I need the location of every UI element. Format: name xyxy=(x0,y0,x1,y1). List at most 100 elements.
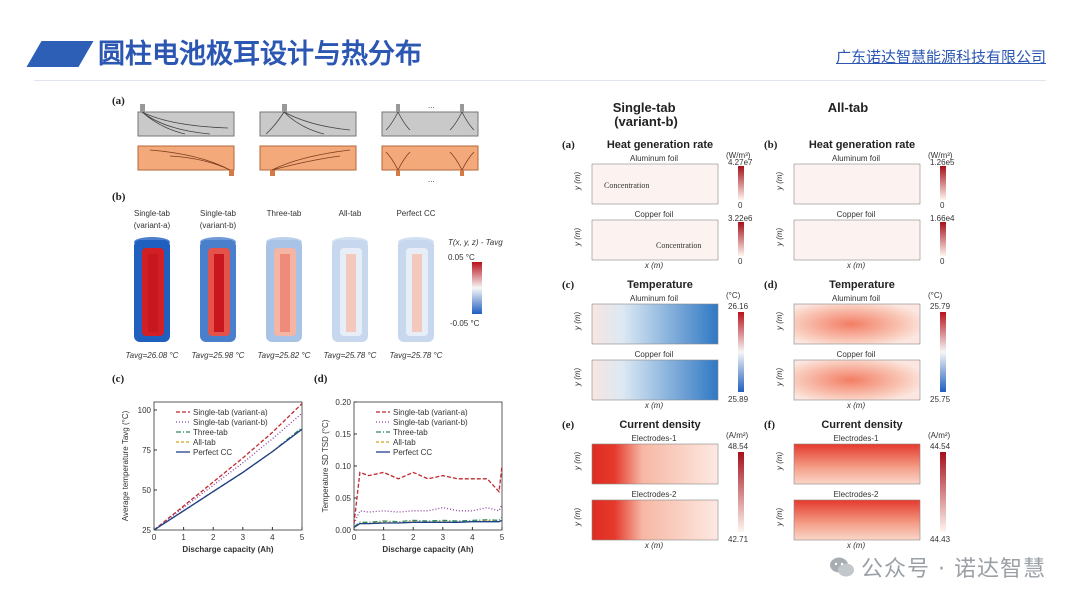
x-tick-label: 1 xyxy=(381,533,386,542)
cell-inner xyxy=(214,254,224,332)
x-tick-label: 0 xyxy=(352,533,357,542)
cell-top xyxy=(200,237,236,247)
colorbar xyxy=(738,452,744,532)
chart-average-temperature: 0 1 2 3 4 5 25 50 75 100 Discharge capacity (Ah) Av… xyxy=(121,401,305,554)
panel-b-label: (b) xyxy=(112,191,126,203)
colorbar-min: 25.75 xyxy=(930,395,951,404)
panel-d-label: (d) xyxy=(314,373,328,385)
colorbar-title: T(x, y, z) - Tavg xyxy=(448,238,503,247)
x-tick-label: 3 xyxy=(241,533,246,542)
cell-name: (variant-b) xyxy=(200,221,237,230)
cell-inner xyxy=(412,254,422,332)
legend-label: All-tab xyxy=(193,438,216,447)
colorbar-max: 1.26e5 xyxy=(930,158,955,167)
panel-label: (c) xyxy=(562,279,575,291)
cell-tavg: Tavg=25.78 °C xyxy=(324,351,377,360)
colorbar-max: 25.79 xyxy=(930,302,951,311)
watermark: 公众号 · 诺达智慧 xyxy=(829,551,1046,584)
panel-label: (f) xyxy=(764,419,775,431)
y-axis-label: y (m) xyxy=(775,171,784,191)
y-axis-label: y (m) xyxy=(573,451,582,471)
cell-name: Single-tab xyxy=(200,209,237,218)
y-axis-label: y (m) xyxy=(775,451,784,471)
title-divider xyxy=(34,80,1046,81)
x-tick-label: 2 xyxy=(211,533,216,542)
x-axis-label: x (m) xyxy=(846,541,866,550)
y-tick-label: 50 xyxy=(142,486,151,495)
colorbar xyxy=(738,166,744,200)
legend-label: All-tab xyxy=(393,438,416,447)
annotation: Concentration xyxy=(604,181,649,190)
colorbar-unit: (A/m²) xyxy=(726,431,749,440)
colorbar-max: 48.54 xyxy=(728,442,749,451)
field-map xyxy=(591,219,719,261)
map-subtitle: Copper foil xyxy=(635,210,674,219)
panel-title: Temperature xyxy=(627,279,693,291)
page-title: 圆柱电池极耳设计与热分布 xyxy=(98,39,422,70)
column-title-line1: Single-tab xyxy=(613,100,676,115)
cell-top xyxy=(332,237,368,247)
colorbar-max: 1.66e4 xyxy=(930,214,955,223)
map-subtitle: Copper foil xyxy=(837,210,876,219)
x-tick-label: 4 xyxy=(270,533,275,542)
cell-top xyxy=(266,237,302,247)
chart-temperature-sd: 0 1 2 3 4 5 0.00 0.05 0.10 0.15 0.20 Discharge capa… xyxy=(321,398,505,554)
legend-label: Single-tab (variant-a) xyxy=(393,408,468,417)
colorbar xyxy=(940,166,946,200)
y-axis-label: y (m) xyxy=(775,367,784,387)
x-axis-label: x (m) xyxy=(644,261,664,270)
legend-label: Single-tab (variant-b) xyxy=(193,418,268,427)
x-axis-label: x (m) xyxy=(644,541,664,550)
map-subtitle: Aluminum foil xyxy=(630,294,678,303)
field-map xyxy=(793,499,921,541)
y-tick-label: 25 xyxy=(142,526,151,535)
colorbar-min: -0.05 °C xyxy=(450,319,480,328)
x-tick-label: 3 xyxy=(441,533,446,542)
panel-title: Temperature xyxy=(829,279,895,291)
panel-title: Heat generation rate xyxy=(607,139,713,151)
map-subtitle: Electrodes-2 xyxy=(834,490,879,499)
colorbar-max: 0.05 °C xyxy=(448,253,475,262)
colorbar-max: 26.16 xyxy=(728,302,749,311)
field-map xyxy=(793,359,921,401)
y-axis-label: Average temperature Tavg (°C) xyxy=(121,410,130,521)
tab-sketch-all: ... ... xyxy=(381,101,479,184)
series-line xyxy=(353,516,503,528)
panel-title: Current density xyxy=(619,419,701,431)
series-line xyxy=(353,519,503,528)
cell-tavg: Tavg=25.78 °C xyxy=(390,351,443,360)
map-subtitle: Aluminum foil xyxy=(832,294,880,303)
field-map xyxy=(793,303,921,345)
panel-label: (d) xyxy=(764,279,778,291)
colorbar-min: 0 xyxy=(940,201,945,210)
field-map xyxy=(591,443,719,485)
y-tick-label: 0.10 xyxy=(335,462,351,471)
colorbar xyxy=(940,312,946,392)
colorbar-min: 25.89 xyxy=(728,395,749,404)
colorbar-unit: (°C) xyxy=(726,291,741,300)
map-subtitle: Copper foil xyxy=(837,350,876,359)
dots-top: ... xyxy=(428,101,435,110)
series-line xyxy=(153,427,303,531)
field-map xyxy=(793,443,921,485)
colorbar-unit: (°C) xyxy=(928,291,943,300)
x-axis-label: Discharge capacity (Ah) xyxy=(182,545,273,554)
field-map xyxy=(591,359,719,401)
colorbar-min: 0 xyxy=(738,201,743,210)
x-tick-label: 5 xyxy=(300,533,305,542)
x-tick-label: 0 xyxy=(152,533,157,542)
colorbar xyxy=(738,222,744,256)
tab-sketch-three xyxy=(259,104,357,176)
plot-frame xyxy=(153,401,303,531)
company-name: 广东诺达智慧能源科技有限公司 xyxy=(835,48,1046,66)
map-subtitle: Aluminum foil xyxy=(630,154,678,163)
legend-label: Single-tab (variant-a) xyxy=(193,408,268,417)
map-subtitle: Aluminum foil xyxy=(832,154,880,163)
x-axis-label: x (m) xyxy=(846,401,866,410)
colorbar-min: 0 xyxy=(940,257,945,266)
column-title-line2: (variant-b) xyxy=(614,114,678,129)
map-subtitle: Electrodes-2 xyxy=(632,490,677,499)
cell-tavg: Tavg=25.82 °C xyxy=(258,351,311,360)
cell-top xyxy=(134,237,170,247)
wechat-icon xyxy=(829,556,855,584)
